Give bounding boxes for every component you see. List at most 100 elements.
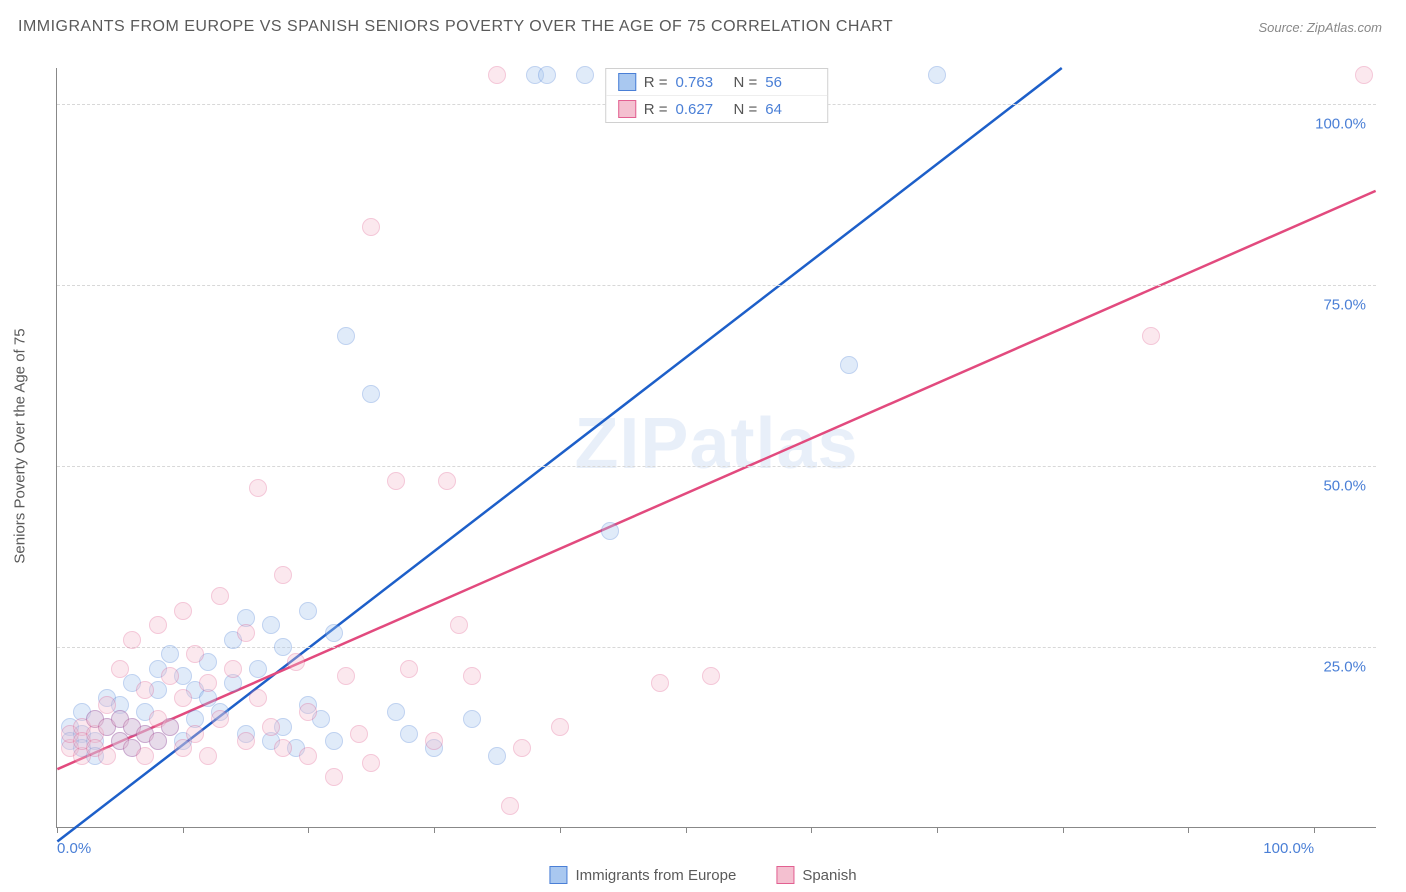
scatter-point [840, 356, 858, 374]
r-label: R = [644, 74, 668, 91]
x-tick-mark [57, 827, 58, 833]
scatter-point [538, 66, 556, 84]
scatter-point [287, 653, 305, 671]
scatter-point [488, 747, 506, 765]
scatter-point [337, 667, 355, 685]
scatter-point [161, 718, 179, 736]
series-legend: Immigrants from Europe Spanish [549, 866, 856, 884]
y-axis-label: Seniors Poverty Over the Age of 75 [12, 328, 29, 563]
scatter-point [651, 674, 669, 692]
scatter-point [174, 689, 192, 707]
source-attribution: Source: ZipAtlas.com [1258, 20, 1382, 35]
legend-swatch [618, 100, 636, 118]
scatter-point [1355, 66, 1373, 84]
scatter-point [249, 660, 267, 678]
n-value: 64 [765, 101, 815, 118]
scatter-point [199, 674, 217, 692]
scatter-point [199, 747, 217, 765]
scatter-point [400, 660, 418, 678]
plot-area: ZIPatlas R =0.763N =56R =0.627N =64 25.0… [56, 68, 1376, 828]
scatter-point [463, 667, 481, 685]
legend-swatch [549, 866, 567, 884]
legend-swatch [618, 73, 636, 91]
x-tick-mark [308, 827, 309, 833]
scatter-point [299, 602, 317, 620]
scatter-point [387, 703, 405, 721]
scatter-point [350, 725, 368, 743]
x-tick-label: 100.0% [1263, 840, 1314, 857]
scatter-point [274, 739, 292, 757]
scatter-point [438, 472, 456, 490]
scatter-point [362, 218, 380, 236]
y-tick-label: 50.0% [1323, 478, 1366, 495]
scatter-point [362, 754, 380, 772]
scatter-point [237, 732, 255, 750]
scatter-point [249, 689, 267, 707]
scatter-point [576, 66, 594, 84]
x-tick-label: 0.0% [57, 840, 91, 857]
x-tick-mark [1063, 827, 1064, 833]
r-label: R = [644, 101, 668, 118]
scatter-point [186, 725, 204, 743]
scatter-point [551, 718, 569, 736]
scatter-point [488, 66, 506, 84]
x-tick-mark [183, 827, 184, 833]
scatter-point [161, 645, 179, 663]
x-tick-mark [686, 827, 687, 833]
scatter-point [174, 739, 192, 757]
legend-row: R = 0.763 N = 56 [606, 69, 828, 95]
gridline-horizontal [57, 466, 1376, 467]
x-tick-mark [434, 827, 435, 833]
scatter-point [249, 479, 267, 497]
scatter-point [501, 797, 519, 815]
scatter-point [299, 747, 317, 765]
scatter-point [400, 725, 418, 743]
n-label: N = [734, 101, 758, 118]
scatter-point [262, 718, 280, 736]
scatter-point [274, 566, 292, 584]
scatter-point [463, 710, 481, 728]
scatter-point [601, 522, 619, 540]
scatter-point [450, 616, 468, 634]
gridline-horizontal [57, 285, 1376, 286]
scatter-point [237, 624, 255, 642]
scatter-point [123, 631, 141, 649]
scatter-point [928, 66, 946, 84]
scatter-point [136, 747, 154, 765]
scatter-point [186, 645, 204, 663]
scatter-point [337, 327, 355, 345]
scatter-point [224, 660, 242, 678]
scatter-point [111, 660, 129, 678]
scatter-point [299, 703, 317, 721]
n-value: 56 [765, 74, 815, 91]
series-legend-item: Spanish [776, 866, 856, 884]
x-tick-mark [560, 827, 561, 833]
scatter-point [161, 667, 179, 685]
y-tick-label: 100.0% [1315, 116, 1366, 133]
scatter-point [325, 624, 343, 642]
correlation-legend: R = 0.763 N = 56 R = 0.627 N = 64 [605, 68, 829, 123]
gridline-horizontal [57, 647, 1376, 648]
scatter-point [325, 732, 343, 750]
x-tick-mark [1188, 827, 1189, 833]
y-tick-label: 75.0% [1323, 297, 1366, 314]
r-value: 0.627 [676, 101, 726, 118]
series-label: Spanish [802, 867, 856, 884]
x-tick-mark [811, 827, 812, 833]
scatter-point [211, 710, 229, 728]
x-tick-mark [937, 827, 938, 833]
legend-row: R = 0.627 N = 64 [606, 95, 828, 122]
r-value: 0.763 [676, 74, 726, 91]
scatter-point [136, 681, 154, 699]
scatter-point [387, 472, 405, 490]
scatter-point [174, 602, 192, 620]
scatter-point [149, 732, 167, 750]
chart-title: IMMIGRANTS FROM EUROPE VS SPANISH SENIOR… [18, 18, 893, 36]
y-tick-label: 25.0% [1323, 659, 1366, 676]
scatter-point [702, 667, 720, 685]
n-label: N = [734, 74, 758, 91]
regression-lines-layer [57, 68, 1376, 827]
scatter-point [425, 732, 443, 750]
legend-swatch [776, 866, 794, 884]
series-label: Immigrants from Europe [575, 867, 736, 884]
